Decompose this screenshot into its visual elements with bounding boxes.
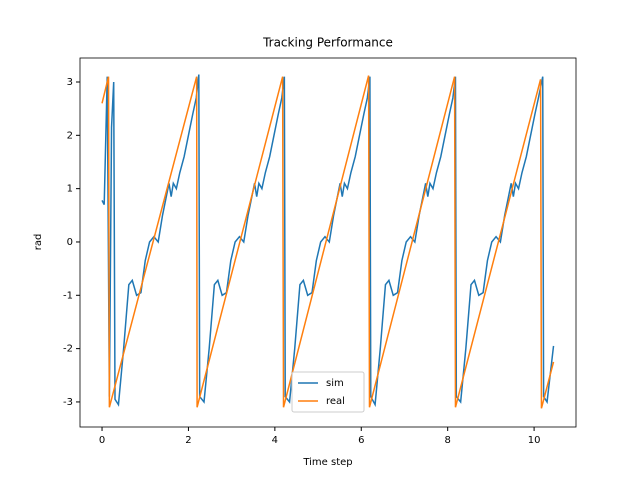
y-tick-label: 1 xyxy=(67,184,73,195)
x-tick-label: 4 xyxy=(272,435,278,446)
plot-frame xyxy=(79,57,577,428)
y-axis-label: rad xyxy=(33,234,44,251)
x-tick-label: 0 xyxy=(99,435,105,446)
y-tick-label: 3 xyxy=(67,77,73,88)
y-tick-label: 2 xyxy=(67,130,73,141)
y-tick-label: -3 xyxy=(63,397,73,408)
y-tick-label: 0 xyxy=(67,237,73,248)
legend-label: sim xyxy=(326,378,344,389)
x-tick-label: 2 xyxy=(185,435,191,446)
y-tick-label: -2 xyxy=(63,344,73,355)
x-tick-label: 8 xyxy=(444,435,450,446)
chart-title: Tracking Performance xyxy=(262,36,393,50)
series-line xyxy=(101,75,555,409)
x-tick-label: 10 xyxy=(528,435,541,446)
y-tick-label: -1 xyxy=(63,290,73,301)
x-tick-label: 6 xyxy=(358,435,364,446)
x-axis-label: Time step xyxy=(302,457,352,468)
legend-box xyxy=(291,371,365,413)
legend-label: real xyxy=(326,396,345,407)
